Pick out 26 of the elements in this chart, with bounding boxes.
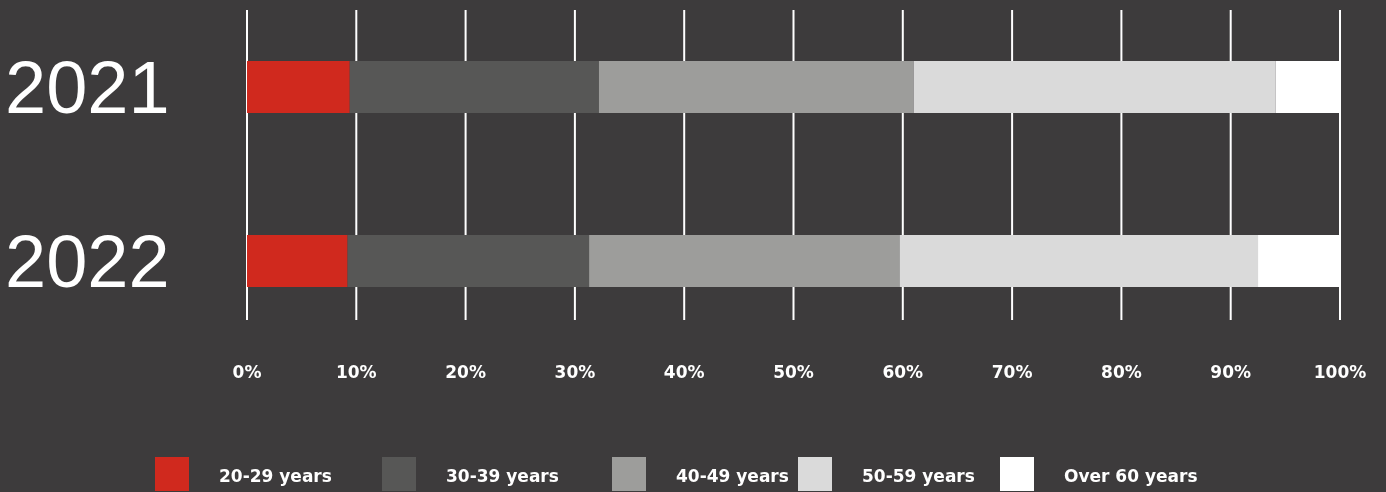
x-tick-label: 20% — [445, 362, 486, 382]
x-tick-label: 60% — [882, 362, 924, 382]
bar — [247, 61, 350, 113]
x-tick-label: 80% — [1101, 362, 1142, 382]
x-tick-label: 70% — [991, 362, 1033, 382]
legend-label: 20-29 years — [219, 465, 332, 486]
legend-label: 40-49 years — [676, 465, 789, 486]
legend-label: Over 60 years — [1064, 465, 1198, 486]
legend-label: 30-39 years — [446, 465, 559, 486]
bar — [899, 235, 1259, 287]
x-tick-label: 90% — [1210, 362, 1252, 382]
bar — [913, 61, 1276, 113]
bar — [247, 235, 348, 287]
bar — [347, 235, 590, 287]
x-tick-label: 10% — [335, 362, 377, 382]
x-tick-label: 100% — [1313, 362, 1367, 382]
x-tick-label: 50% — [773, 362, 814, 382]
bar — [589, 235, 900, 287]
x-tick-label: 40% — [663, 362, 705, 382]
y-tick-label: 2021 — [5, 45, 170, 129]
bar — [349, 61, 599, 113]
legend-label: 50-59 years — [862, 465, 975, 486]
bar — [598, 61, 914, 113]
y-tick-label: 2022 — [5, 219, 170, 303]
x-tick-label: 30% — [554, 362, 596, 382]
x-tick-label: 0% — [232, 362, 262, 382]
